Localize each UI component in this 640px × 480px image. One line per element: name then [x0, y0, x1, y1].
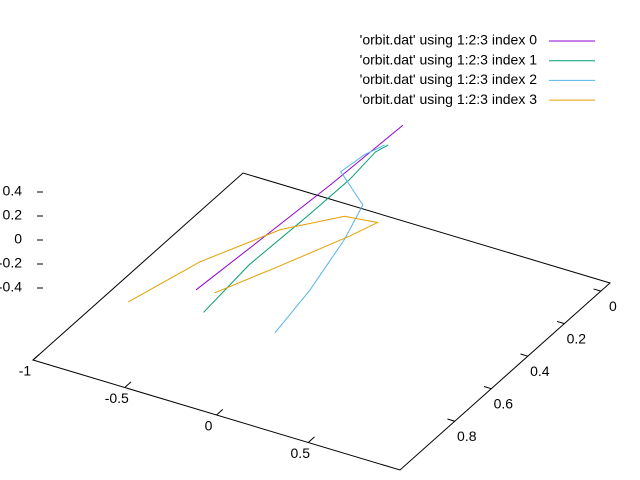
y-tick-label: 0	[609, 298, 617, 314]
x-tick-label: -1	[19, 363, 32, 379]
y-tick-label: 0.4	[530, 363, 550, 379]
legend-label: 'orbit.dat' using 1:2:3 index 1	[360, 51, 538, 67]
x-tick-label: -0.5	[105, 390, 129, 406]
x-tick-label: 0.5	[291, 445, 311, 461]
x-tick	[124, 381, 132, 388]
z-tick-label: -0.4	[0, 279, 22, 295]
z-tick-label: 0	[14, 231, 22, 247]
z-tick-label: 0.2	[3, 207, 23, 223]
x-tick	[32, 354, 40, 361]
legend-label: 'orbit.dat' using 1:2:3 index 0	[360, 32, 538, 48]
y-tick-label: 0.2	[567, 330, 587, 346]
orbit-line	[195, 124, 404, 291]
y-tick	[447, 418, 455, 422]
x-tick	[307, 436, 315, 443]
y-tick-label: 0.6	[494, 395, 514, 411]
y-tick	[483, 386, 492, 390]
y-tick	[520, 353, 528, 357]
x-tick-label: 0	[205, 418, 213, 434]
orbit-line	[274, 144, 385, 333]
z-tick-label: 0.4	[3, 183, 23, 199]
z-tick-label: -0.2	[0, 255, 22, 271]
orbit-line	[127, 215, 380, 303]
y-tick	[593, 288, 602, 292]
x-tick	[216, 409, 224, 416]
y-tick-label: 0.8	[457, 428, 477, 444]
y-tick	[556, 320, 565, 325]
legend-label: 'orbit.dat' using 1:2:3 index 3	[360, 91, 538, 107]
orbit-line	[203, 144, 389, 313]
legend-label: 'orbit.dat' using 1:2:3 index 2	[360, 71, 538, 87]
base-box	[31, 172, 612, 471]
